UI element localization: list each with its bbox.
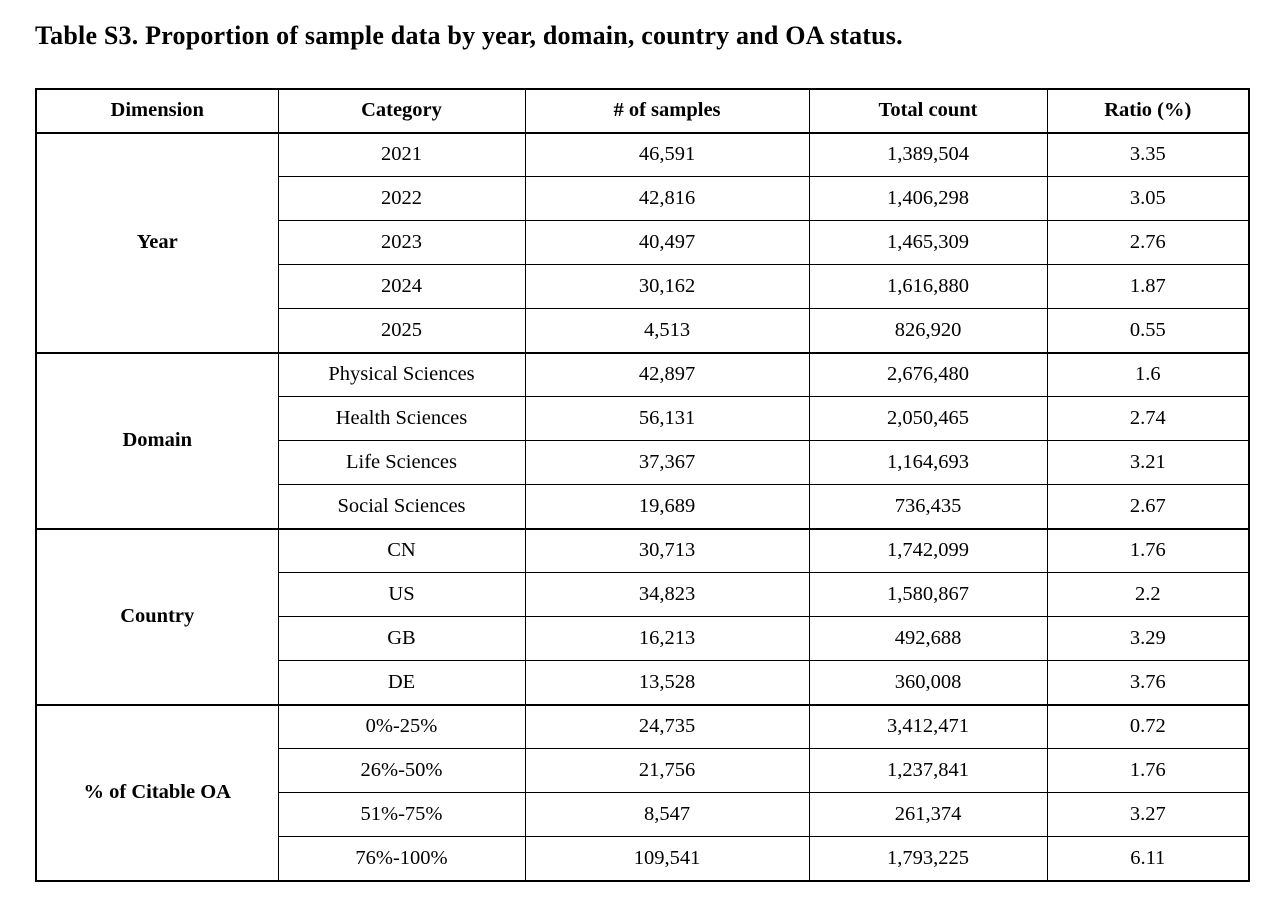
sample-proportion-table: Dimension Category # of samples Total co…: [35, 87, 1250, 882]
category-cell: 2023: [277, 220, 526, 265]
ratio-cell: 3.35: [1046, 131, 1250, 177]
table-row: 2025 4,513 826,920 0.55: [36, 308, 1250, 353]
samples-cell: 8,547: [524, 792, 810, 837]
ratio-cell: 2.2: [1046, 572, 1250, 617]
total-count-cell: 1,164,693: [808, 440, 1048, 485]
table-row: Country CN 30,713 1,742,099 1.76: [35, 527, 1250, 705]
table-row: 76%-100% 109,541 1,793,225 6.11: [36, 836, 1250, 881]
table-row: 51%-75% 8,547 261,374 3.27: [36, 792, 1250, 837]
category-cell: US: [277, 572, 526, 617]
table-row: Year 2021 46,591 1,389,504 3.35: [35, 131, 1250, 353]
header-row: Dimension Category # of samples Total co…: [35, 88, 1250, 134]
table-row: 2023 40,497 1,465,309 2.76: [36, 220, 1250, 265]
samples-cell: 16,213: [524, 616, 810, 661]
category-cell: 51%-75%: [277, 792, 526, 837]
samples-cell: 40,497: [524, 220, 810, 265]
total-count-cell: 1,616,880: [808, 264, 1048, 309]
ratio-cell: 1.87: [1046, 264, 1250, 309]
table-row: Life Sciences 37,367 1,164,693 3.21: [36, 440, 1250, 485]
ratio-cell: 3.21: [1046, 440, 1250, 485]
column-header-dimension: Dimension: [35, 88, 279, 134]
samples-cell: 46,591: [524, 131, 810, 177]
table-row: US 34,823 1,580,867 2.2: [36, 572, 1250, 617]
total-count-cell: 3,412,471: [808, 703, 1048, 749]
ratio-cell: 3.76: [1046, 660, 1250, 705]
total-count-cell: 1,237,841: [808, 748, 1048, 793]
samples-cell: 30,713: [524, 527, 810, 573]
column-header-samples: # of samples: [524, 88, 810, 134]
dimension-cell-domain: Domain: [35, 351, 279, 529]
table-row: Social Sciences 19,689 736,435 2.67: [36, 484, 1250, 529]
dimension-cell-year: Year: [35, 131, 279, 353]
table-row: % of Citable OA 0%-25% 24,735 3,412,471 …: [35, 703, 1250, 881]
samples-cell: 24,735: [524, 703, 810, 749]
category-cell: GB: [277, 616, 526, 661]
category-cell: 2022: [277, 176, 526, 221]
total-count-cell: 736,435: [808, 484, 1048, 529]
table-row: 2022 42,816 1,406,298 3.05: [36, 176, 1250, 221]
samples-cell: 19,689: [524, 484, 810, 529]
category-cell: Physical Sciences: [277, 351, 526, 397]
samples-cell: 34,823: [524, 572, 810, 617]
category-cell: DE: [277, 660, 526, 705]
category-cell: CN: [277, 527, 526, 573]
samples-cell: 56,131: [524, 396, 810, 441]
samples-cell: 13,528: [524, 660, 810, 705]
ratio-cell: 1.6: [1046, 351, 1250, 397]
samples-cell: 42,897: [524, 351, 810, 397]
ratio-cell: 3.27: [1046, 792, 1250, 837]
total-count-cell: 1,580,867: [808, 572, 1048, 617]
column-header-ratio: Ratio (%): [1046, 88, 1250, 134]
total-count-cell: 1,389,504: [808, 131, 1048, 177]
total-count-cell: 1,465,309: [808, 220, 1048, 265]
total-count-cell: 360,008: [808, 660, 1048, 705]
total-count-cell: 492,688: [808, 616, 1048, 661]
table-row: 2024 30,162 1,616,880 1.87: [36, 264, 1250, 309]
table-row: GB 16,213 492,688 3.29: [36, 616, 1250, 661]
total-count-cell: 2,676,480: [808, 351, 1048, 397]
samples-cell: 4,513: [524, 308, 810, 353]
samples-cell: 37,367: [524, 440, 810, 485]
table-row: Health Sciences 56,131 2,050,465 2.74: [36, 396, 1250, 441]
category-cell: Life Sciences: [277, 440, 526, 485]
samples-cell: 109,541: [524, 836, 810, 881]
samples-cell: 30,162: [524, 264, 810, 309]
total-count-cell: 1,406,298: [808, 176, 1048, 221]
ratio-cell: 3.05: [1046, 176, 1250, 221]
table-title: Table S3. Proportion of sample data by y…: [35, 21, 903, 50]
category-cell: 76%-100%: [277, 836, 526, 881]
category-cell: 2025: [277, 308, 526, 353]
ratio-cell: 2.76: [1046, 220, 1250, 265]
category-cell: 2024: [277, 264, 526, 309]
total-count-cell: 2,050,465: [808, 396, 1048, 441]
ratio-cell: 1.76: [1046, 748, 1250, 793]
column-header-category: Category: [277, 88, 526, 134]
total-count-cell: 826,920: [808, 308, 1048, 353]
category-cell: 2021: [277, 131, 526, 177]
category-cell: 0%-25%: [277, 703, 526, 749]
category-cell: Social Sciences: [277, 484, 526, 529]
ratio-cell: 6.11: [1046, 836, 1250, 881]
table-row: Domain Physical Sciences 42,897 2,676,48…: [35, 351, 1250, 529]
total-count-cell: 261,374: [808, 792, 1048, 837]
ratio-cell: 2.74: [1046, 396, 1250, 441]
dimension-cell-country: Country: [35, 527, 279, 705]
ratio-cell: 0.55: [1046, 308, 1250, 353]
table-row: DE 13,528 360,008 3.76: [36, 660, 1250, 705]
ratio-cell: 3.29: [1046, 616, 1250, 661]
column-header-total-count: Total count: [808, 88, 1048, 134]
category-cell: Health Sciences: [277, 396, 526, 441]
total-count-cell: 1,793,225: [808, 836, 1048, 881]
ratio-cell: 1.76: [1046, 527, 1250, 573]
samples-cell: 42,816: [524, 176, 810, 221]
category-cell: 26%-50%: [277, 748, 526, 793]
ratio-cell: 0.72: [1046, 703, 1250, 749]
samples-cell: 21,756: [524, 748, 810, 793]
total-count-cell: 1,742,099: [808, 527, 1048, 573]
dimension-cell-citable-oa: % of Citable OA: [35, 703, 279, 881]
ratio-cell: 2.67: [1046, 484, 1250, 529]
